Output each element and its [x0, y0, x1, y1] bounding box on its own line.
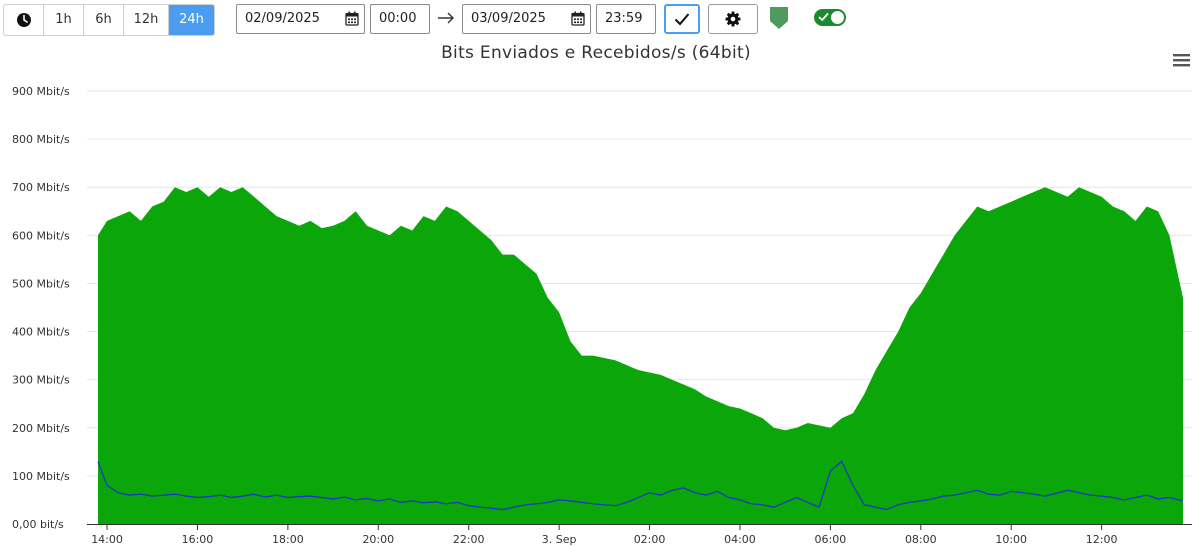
x-tick-label: 02:00	[634, 533, 666, 546]
chart-title: Bits Enviados e Recebidos/s (64bit)	[441, 43, 751, 63]
x-tick-label: 20:00	[362, 533, 394, 546]
gear-icon	[725, 11, 741, 27]
y-axis: 0,00 bit/s 100 Mbit/s 200 Mbit/s 300 Mbit/s…	[12, 85, 70, 531]
range-24h-button[interactable]: 24h	[169, 5, 214, 35]
x-tick-label: 04:00	[724, 533, 756, 546]
toggle-switch[interactable]	[814, 9, 846, 26]
check-icon	[674, 13, 690, 26]
clock-button[interactable]	[4, 5, 44, 35]
end-time-value: 23:59	[605, 11, 643, 26]
start-time-value: 00:00	[379, 11, 417, 26]
x-tick-label: 16:00	[182, 533, 214, 546]
series-layer	[97, 187, 1184, 524]
y-tick-label: 600 Mbit/s	[12, 229, 70, 242]
y-tick-label: 400 Mbit/s	[12, 326, 70, 339]
check-icon	[818, 12, 829, 22]
x-tick-label: 14:00	[91, 533, 123, 546]
end-time-input[interactable]: 23:59	[596, 4, 656, 34]
y-tick-label: 300 Mbit/s	[12, 374, 70, 387]
toggle-knob	[831, 11, 844, 24]
toolbar: 1h 6h 12h 24h 02/09/2025 00:00 03/09/202…	[0, 0, 1192, 38]
calendar-icon[interactable]	[345, 11, 359, 26]
y-tick-label: 500 Mbit/s	[12, 277, 70, 290]
confirm-button[interactable]	[664, 4, 700, 34]
y-tick-label: 200 Mbit/s	[12, 422, 70, 435]
range-12h-button[interactable]: 12h	[124, 5, 169, 35]
range-6h-button[interactable]: 6h	[84, 5, 124, 35]
end-date-input[interactable]: 03/09/2025	[462, 4, 591, 34]
x-tick-label: 12:00	[1086, 533, 1118, 546]
x-tick-label: 08:00	[905, 533, 937, 546]
x-tick-label: 10:00	[995, 533, 1027, 546]
y-tick-label: 100 Mbit/s	[12, 470, 70, 483]
start-date-value: 02/09/2025	[245, 11, 320, 26]
y-tick-label: 800 Mbit/s	[12, 133, 70, 146]
x-tick-label: 06:00	[815, 533, 847, 546]
clock-icon	[16, 13, 31, 27]
start-date-input[interactable]: 02/09/2025	[236, 4, 365, 34]
start-time-input[interactable]: 00:00	[370, 4, 430, 34]
y-tick-label: 0,00 bit/s	[12, 518, 64, 531]
y-tick-label: 700 Mbit/s	[12, 181, 70, 194]
x-tick-label: 22:00	[453, 533, 485, 546]
arrow-right-icon	[438, 12, 454, 24]
x-tick-label: 18:00	[272, 533, 304, 546]
x-tick-label: 3. Sep	[542, 533, 577, 546]
hamburger-menu-icon[interactable]	[1173, 53, 1190, 67]
settings-button[interactable]	[708, 4, 758, 34]
range-1h-button[interactable]: 1h	[44, 5, 84, 35]
shield-icon[interactable]	[769, 6, 789, 30]
calendar-icon[interactable]	[571, 11, 585, 26]
received-area-series	[98, 187, 1183, 524]
end-date-value: 03/09/2025	[471, 11, 546, 26]
x-axis: 14:00 16:00 18:00 20:00 22:00 3. Sep 02:00 04:0…	[87, 524, 1192, 546]
time-range-selector: 1h 6h 12h 24h	[3, 4, 215, 36]
y-tick-label: 900 Mbit/s	[12, 85, 70, 98]
sent-line-series	[97, 460, 1184, 511]
